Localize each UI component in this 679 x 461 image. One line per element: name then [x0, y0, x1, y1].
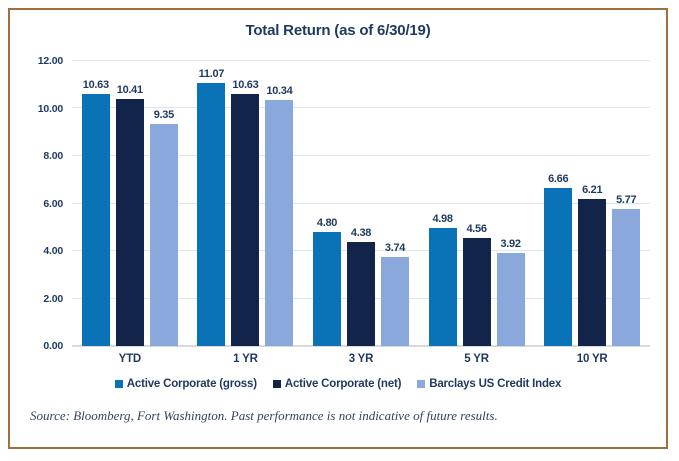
y-tick-label: 2.00: [43, 292, 63, 305]
bar-group-5-yr: 4.98 4.56 3.92: [419, 61, 535, 346]
legend-item: Active Corporate (net): [272, 378, 402, 390]
gridline-0.00: [72, 345, 650, 347]
bar-group-ytd: 10.63 10.41 9.35: [72, 61, 188, 346]
bar-chart: 0.00 2.00 4.00 6.00 8.00 10.00 12.00 10.63 10.41…: [10, 55, 666, 365]
plot-area: 0.00 2.00 4.00 6.00 8.00 10.00 12.00 10.63 10.41…: [38, 55, 650, 352]
bar: 3.74: [380, 242, 409, 346]
bar-value-label: 6.66: [548, 172, 569, 185]
y-tick-label: 10.00: [37, 102, 63, 115]
gridline-6.00: [72, 202, 650, 204]
bar-value-label: 3.74: [384, 242, 406, 255]
bar-value-label: 4.38: [350, 226, 372, 239]
bar-value-label: 11.07: [198, 68, 225, 81]
bar-groups: 10.63 10.41 9.35 11.07 10.63 10.34 4.80 4.38 3.7…: [72, 61, 650, 346]
chart-title: Total Return (as of 6/30/19): [245, 22, 431, 39]
bar: 10.41: [115, 84, 144, 346]
gridline-10.00: [72, 107, 650, 109]
gridline-12.00: [72, 60, 650, 61]
x-tick-label: 3 YR: [348, 353, 374, 365]
bar-value-label: 3.92: [500, 237, 521, 250]
bar: 6.66: [544, 173, 573, 346]
bar: 11.07: [197, 68, 226, 346]
bar: 3.92: [496, 238, 525, 346]
x-tick-label: 10 YR: [576, 353, 608, 365]
bar-value-label: 5.77: [616, 193, 637, 206]
y-tick-label: 6.00: [43, 197, 63, 210]
x-axis-labels: YTD 1 YR 3 YR 5 YR 10 YR: [72, 353, 650, 365]
x-tick-label: YTD: [118, 353, 142, 365]
legend-label: Barclays US Credit Index: [429, 378, 562, 390]
legend-label: Active Corporate (net): [284, 378, 402, 390]
bar-group-10-yr: 6.66 6.21 5.77: [534, 61, 650, 346]
bar-group-3-yr: 4.80 4.38 3.74: [303, 61, 419, 346]
gridline-8.00: [72, 154, 650, 156]
bar: 5.77: [612, 194, 641, 346]
legend-swatch-icon: [272, 380, 281, 388]
bar-value-label: 10.63: [82, 78, 109, 91]
bar-value-label: 4.56: [466, 222, 487, 235]
bar-value-label: 10.63: [232, 78, 259, 91]
bar: 4.38: [346, 227, 375, 346]
bar: 4.56: [462, 223, 491, 346]
bar-value-label: 4.98: [432, 212, 453, 225]
legend-label: Active Corporate (gross): [126, 378, 257, 390]
x-tick-label: 5 YR: [464, 353, 489, 365]
bar-value-label: 6.21: [582, 183, 603, 196]
legend-item: Barclays US Credit Index: [417, 378, 561, 390]
legend: Active Corporate (gross) Active Corporate…: [10, 378, 666, 390]
bar: 10.63: [231, 79, 260, 346]
bar: 4.98: [428, 213, 457, 346]
bar: 10.34: [265, 85, 294, 346]
y-tick-label: 0.00: [43, 340, 63, 352]
bar-value-label: 4.80: [316, 217, 338, 229]
source-note: Source: Bloomberg, Fort Washington. Past…: [30, 408, 498, 423]
legend-swatch-icon: [417, 380, 426, 388]
legend-swatch-icon: [114, 380, 123, 388]
y-tick-label: 4.00: [43, 245, 63, 257]
bar: 6.21: [578, 184, 607, 346]
x-tick-label: 1 YR: [233, 353, 258, 365]
bar-group-1-yr: 11.07 10.63 10.34: [188, 61, 304, 346]
bar-value-label: 10.34: [266, 85, 293, 98]
chart-frame: Total Return (as of 6/30/19) 0.00 2.00 4.0…: [8, 8, 668, 449]
bar: 10.63: [81, 79, 110, 346]
y-tick-label: 12.00: [37, 55, 63, 67]
legend-item: Active Corporate (gross): [114, 378, 257, 390]
bar-value-label: 10.41: [116, 83, 143, 96]
bar: 4.80: [312, 217, 341, 346]
bar: 9.35: [149, 109, 178, 346]
y-tick-label: 8.00: [43, 150, 63, 162]
bar-value-label: 9.35: [153, 108, 175, 121]
